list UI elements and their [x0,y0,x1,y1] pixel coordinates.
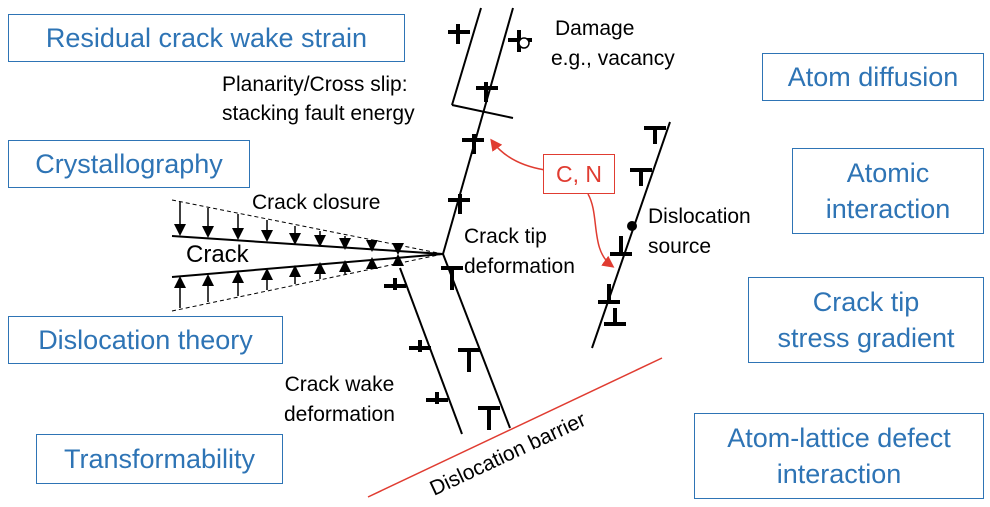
factor-crystallography: Crystallography [8,140,250,188]
cn-arrow-down [587,193,615,268]
factor-transformability-label: Transformability [63,444,256,474]
damage-label: Damage e.g., vacancy [551,16,675,72]
dislocation-source-label: Dislocation source [648,204,751,260]
factor-atom-lattice-defect-interaction: Atom-lattice defect interaction [694,413,984,499]
factor-atom-lattice-label-2: interaction [776,459,902,489]
factor-residual-label: Residual crack wake strain [45,23,368,53]
planarity-line-2: stacking fault energy [222,102,415,125]
slip-band-right [591,121,671,349]
crack-closure-arrows [174,202,404,308]
factor-residual-crack-wake-strain: Residual crack wake strain [8,14,405,62]
slip-band-lower [399,253,511,435]
planarity-line-1: Planarity/Cross slip: [222,73,408,96]
crack-tip-line-2: deformation [464,255,575,278]
dislocation-source-marker [627,221,637,231]
dislocation-barrier-line [367,357,663,498]
dislocations-right [598,126,666,326]
crack-tip-line-1: Crack tip [464,225,547,248]
factor-stress-label-1: Crack tip [812,287,920,317]
factor-crack-tip-stress-gradient: Crack tip stress gradient [748,277,984,363]
factor-atom-diffusion: Atom diffusion [762,53,984,101]
factor-atomic-label-1: Atomic [846,158,930,188]
factor-atomic-label-2: interaction [825,194,951,224]
planarity-label: Planarity/Cross slip: stacking fault ene… [222,72,415,127]
dislocations-lower [384,266,500,430]
factor-atom-diffusion-label: Atom diffusion [787,62,959,92]
factor-dislocation-theory: Dislocation theory [8,316,283,364]
factor-stress-label-2: stress gradient [777,323,955,353]
crack-tip-deformation-label: Crack tip deformation [464,224,575,280]
interstitial-cn-box: C, N [543,154,615,194]
crack-closure-label: Crack closure [252,191,381,214]
damage-line-1: Damage [555,17,635,40]
crack-wake-deformation-label: Crack wake deformation [284,372,395,428]
cn-arrow-up [490,138,546,171]
dislocation-source-line-2: source [648,235,712,258]
factor-crystallography-label: Crystallography [35,149,223,179]
vacancy-marker [518,37,530,49]
factor-dislocation-theory-label: Dislocation theory [38,325,253,355]
factor-transformability: Transformability [36,434,283,484]
slip-band-upper [442,7,514,255]
crack-wake-line-2: deformation [284,403,395,426]
factor-atomic-interaction: Atomic interaction [792,148,984,234]
crack-label: Crack [186,241,249,268]
dislocations-upper [448,24,532,214]
cn-label: C, N [556,160,602,187]
crack-wake-line-1: Crack wake [284,373,395,396]
dislocation-source-line-1: Dislocation [648,205,751,228]
factor-atom-lattice-label-1: Atom-lattice defect [727,423,951,453]
damage-line-2: e.g., vacancy [551,47,675,70]
